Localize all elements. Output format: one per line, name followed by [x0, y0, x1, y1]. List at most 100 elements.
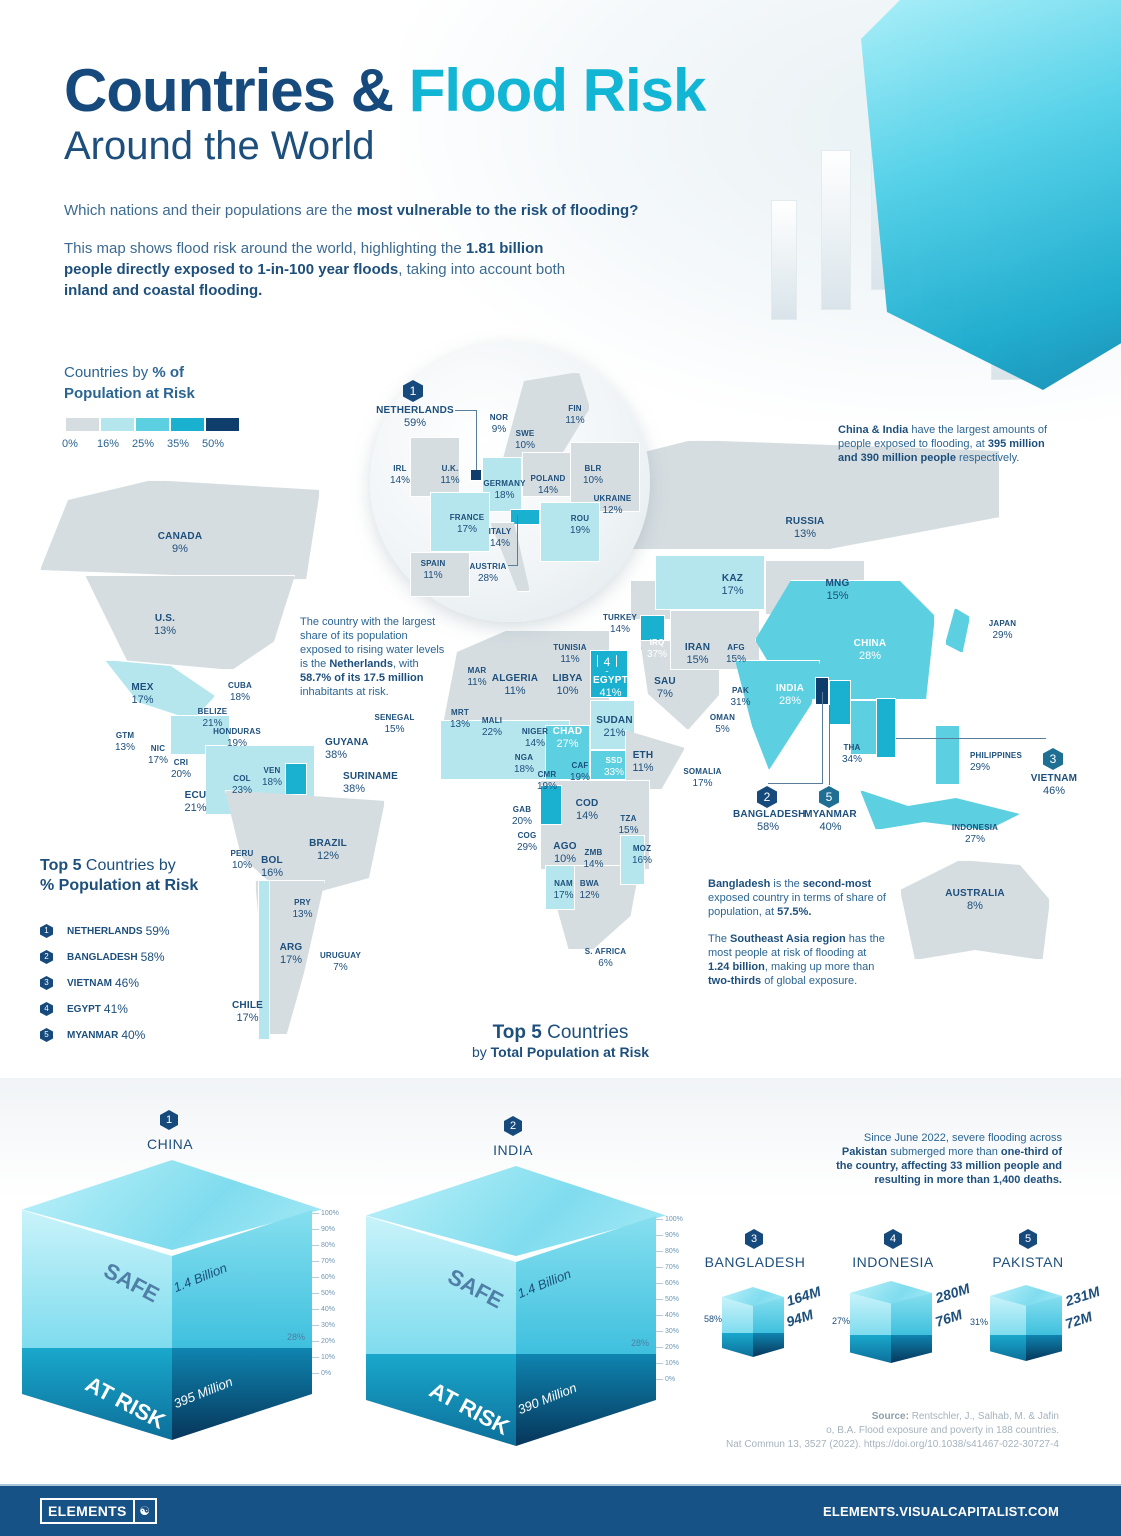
- at-risk-pct: 28%: [287, 1332, 306, 1342]
- label-australia: AUSTRALIA 8%: [945, 888, 1005, 912]
- label-libya: LIBYA 10%: [552, 673, 583, 697]
- label-somalia: SOMALIA 17%: [683, 767, 722, 789]
- label-guyana: GUYANA 38%: [325, 737, 369, 761]
- label-mng: MNG 15%: [825, 578, 850, 602]
- water-cube-illustration: [861, 0, 1121, 390]
- region-mozambique: [620, 835, 645, 885]
- leader-line: [829, 705, 839, 785]
- cube-country-india: INDIA: [493, 1142, 533, 1158]
- region-sudan: [590, 700, 635, 750]
- leader-line: [768, 692, 823, 784]
- cube-country-indonesia: INDONESIA: [852, 1254, 934, 1270]
- label-bol: BOL 16%: [260, 855, 284, 879]
- label-honduras: HONDURAS 19%: [213, 727, 261, 749]
- intro-question: Which nations and their populations are …: [64, 202, 639, 219]
- at-risk-pct: 27%: [832, 1316, 851, 1326]
- label-japan: JAPAN 29%: [988, 619, 1017, 641]
- rank-badge-1: 1: [160, 1110, 178, 1130]
- source-citation: Source: Rentschler, J., Salhab, M. & Jaf…: [726, 1411, 1059, 1450]
- region-netherlands: [470, 469, 482, 481]
- label-myanmar: MYANMAR 40%: [804, 809, 857, 833]
- label-nic: NIC 17%: [147, 744, 168, 766]
- label-brazil: BRAZIL 12%: [309, 838, 347, 862]
- list-item: 2 BANGLADESH 58%: [40, 944, 170, 970]
- label-iran: IRAN 15%: [684, 642, 711, 666]
- label-rou: ROU 19%: [569, 514, 590, 536]
- label-india: INDIA 28%: [775, 683, 805, 707]
- label-irq: IRQ 37%: [646, 638, 667, 660]
- label-chile: CHILE 17%: [232, 1000, 263, 1024]
- label-bangladesh: BANGLADESH 58%: [733, 809, 806, 833]
- cube-country-bangladesh: BANGLADESH: [704, 1254, 806, 1270]
- label-swe: SWE 10%: [514, 429, 535, 451]
- leader-line: [896, 738, 1046, 750]
- label-nor: NOR 9%: [489, 413, 509, 435]
- label-gtm: GTM 13%: [114, 731, 135, 753]
- list-item: 1 NETHERLANDS 59%: [40, 918, 170, 944]
- label-philippines: PHILIPPINES 29%: [970, 751, 1022, 773]
- note-southeast-asia: The Southeast Asia region has the most p…: [708, 933, 885, 987]
- rank-badge-4: 4: [884, 1229, 902, 1249]
- legend-swatch: [136, 418, 169, 431]
- rank-badge-3: 3: [1043, 748, 1063, 770]
- label-mex: MEX 17%: [131, 682, 154, 706]
- label-indonesia: INDONESIA 27%: [951, 823, 999, 845]
- region-guyana-suriname: [285, 763, 307, 795]
- label-canada: CANADA 9%: [157, 531, 203, 555]
- label-poland: POLAND 14%: [530, 474, 566, 496]
- water-cube-pakistan: [990, 1285, 1062, 1361]
- label-cod: COD 14%: [575, 798, 599, 822]
- region-kazakhstan: [655, 555, 765, 610]
- europe-inset-circle: [370, 342, 650, 622]
- at-risk-pct: 28%: [631, 1338, 650, 1348]
- list-item: 5 MYANMAR 40%: [40, 1022, 170, 1048]
- label-egypt: EGYPT 41%: [593, 675, 628, 699]
- label-austria: AUSTRIA 28%: [469, 562, 507, 584]
- rank-badge-2: 2: [504, 1116, 522, 1136]
- region-japan: [945, 608, 970, 653]
- legend-color-scale: [66, 418, 239, 431]
- intro-description: This map shows flood risk around the wor…: [64, 240, 566, 299]
- top5-pct-list: 1 NETHERLANDS 59% 2 BANGLADESH 58% 3 VIETNAM 4…: [40, 918, 170, 1048]
- label-pak: PAK 31%: [730, 686, 751, 708]
- legend-swatch: [206, 418, 239, 431]
- building-illustration: [821, 150, 851, 310]
- note-china-india: China & India have the largest amounts o…: [838, 424, 1048, 464]
- region-poland: [522, 452, 577, 497]
- region-thailand: [850, 700, 878, 755]
- label-cog: COG 29%: [516, 831, 537, 853]
- leader-line: [508, 515, 518, 566]
- label-nga: NGA 18%: [513, 753, 534, 775]
- label-blr: BLR 10%: [582, 464, 603, 486]
- label-cuba: CUBA 18%: [228, 681, 252, 703]
- region-spain: [410, 552, 470, 597]
- cube-country-china: CHINA: [146, 1136, 194, 1152]
- label-ukraine: UKRAINE 12%: [593, 494, 632, 516]
- legend-labels: 0% 16% 25% 35% 50%: [62, 438, 225, 450]
- building-illustration: [771, 200, 797, 320]
- rank-badge-3: 3: [745, 1229, 763, 1249]
- label-belize: BELIZE 21%: [197, 707, 228, 729]
- at-risk-pct: 58%: [704, 1314, 723, 1324]
- region-chile: [258, 880, 270, 1040]
- label-arg: ARG 17%: [279, 942, 303, 966]
- water-cube-india: SAFE AT RISK 1.4 Billion 390 Million 28%: [366, 1166, 666, 1446]
- region-belarus-ukraine: [570, 442, 640, 512]
- elements-logo[interactable]: ELEMENTS ☯: [40, 1498, 157, 1524]
- list-item: 3 VIETNAM 46%: [40, 970, 170, 996]
- page-title: Countries & Flood Risk: [64, 57, 706, 124]
- at-risk-pct: 31%: [970, 1317, 989, 1327]
- label-peru: PERU 10%: [230, 849, 254, 871]
- region-vietnam: [876, 698, 896, 758]
- label-ven: VEN 18%: [261, 766, 282, 788]
- footer-bar: ELEMENTS ☯ ELEMENTS.VISUALCAPITALIST.COM: [0, 1484, 1121, 1536]
- label-netherlands: NETHERLANDS 59%: [376, 405, 454, 429]
- legend-swatch: [171, 418, 204, 431]
- label-spain: SPAIN 11%: [420, 559, 446, 581]
- top5-pct-title: Top 5 Countries by% Population at Risk: [40, 857, 199, 894]
- region-philippines: [935, 725, 960, 785]
- label-mar: MAR 11%: [467, 666, 487, 688]
- label-mali: MALI 22%: [481, 716, 503, 738]
- footer-website-link[interactable]: ELEMENTS.VISUALCAPITALIST.COM: [823, 1504, 1059, 1519]
- label-ecu: ECU 21%: [184, 790, 207, 814]
